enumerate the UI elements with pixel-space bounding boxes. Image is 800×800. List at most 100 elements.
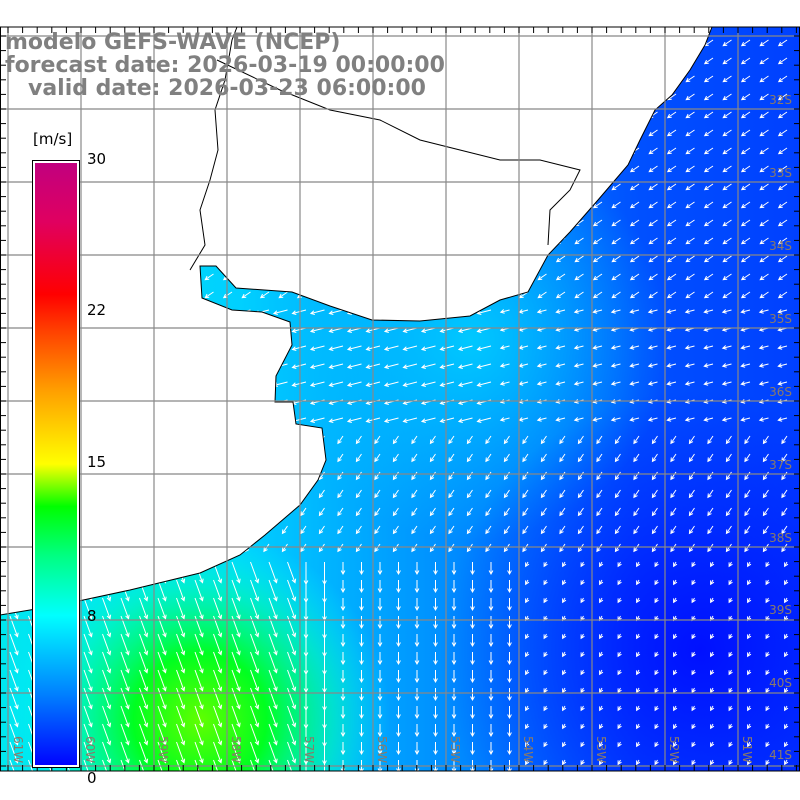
wind-arrow [525, 579, 530, 586]
wind-arrow [507, 688, 512, 702]
wind-arrow [102, 723, 112, 746]
wind-arrow [433, 724, 438, 738]
wind-arrow [499, 309, 510, 314]
wind-arrow [254, 417, 270, 423]
wind-arrow [592, 345, 603, 350]
wind-arrow [407, 165, 418, 173]
wind-arrow [157, 741, 167, 764]
wind-arrow [235, 345, 251, 351]
wind-arrow [673, 669, 678, 676]
wind-arrow [503, 525, 510, 535]
wind-arrow [536, 363, 547, 368]
wind-arrow [346, 363, 362, 369]
wind-arrow [629, 93, 640, 101]
wind-arrow [315, 255, 325, 263]
lat-label: 32S [769, 93, 792, 107]
wind-arrow [648, 39, 658, 47]
wind-arrow [133, 525, 140, 535]
wind-arrow [685, 129, 695, 137]
wind-arrow [633, 543, 640, 553]
wind-arrow [241, 273, 251, 281]
wind-arrow [610, 363, 621, 368]
wind-arrow [596, 453, 603, 463]
wind-arrow [599, 759, 604, 766]
wind-arrow [250, 687, 260, 710]
wind-arrow [263, 489, 270, 499]
wind-arrow [389, 147, 399, 155]
wind-arrow [433, 616, 438, 630]
wind-arrow [784, 705, 789, 712]
wind-arrow [481, 165, 492, 173]
wind-arrow [176, 723, 186, 746]
wind-arrow [96, 471, 103, 481]
wind-arrow [333, 165, 344, 173]
wind-arrow [522, 507, 529, 517]
wind-arrow [725, 453, 732, 463]
wind-arrow [633, 507, 640, 517]
wind-arrow [503, 453, 510, 463]
wind-arrow [636, 597, 641, 604]
wind-arrow [559, 543, 566, 553]
wind-arrow [573, 309, 584, 314]
wind-arrow [300, 525, 307, 535]
wind-arrow [268, 633, 278, 656]
wind-arrow [19, 183, 29, 191]
wind-arrow [176, 579, 186, 602]
wind-arrow [596, 435, 603, 445]
wind-arrow [278, 129, 288, 137]
wind-arrow [611, 57, 621, 65]
wind-arrow [525, 741, 530, 748]
wind-arrow [396, 742, 401, 756]
wind-arrow [503, 543, 510, 553]
wind-arrow [318, 543, 325, 553]
wind-arrow [725, 507, 732, 517]
wind-arrow [691, 741, 696, 748]
wind-arrow [721, 417, 732, 422]
wind-arrow [222, 219, 233, 227]
wind-arrow [263, 453, 270, 463]
wind-arrow [244, 471, 251, 481]
wind-arrow [481, 129, 492, 137]
wind-arrow [268, 669, 278, 692]
wind-arrow [777, 273, 788, 281]
wind-arrow [507, 616, 512, 630]
wind-arrow [309, 417, 325, 423]
wind-arrow [433, 562, 438, 576]
lon-label: 54W [521, 736, 535, 764]
wind-arrow [580, 597, 585, 604]
wind-arrow [115, 507, 122, 517]
wind-arrow [414, 616, 420, 630]
wind-arrow [143, 417, 159, 423]
wind-arrow [747, 579, 752, 586]
wind-arrow [355, 543, 362, 553]
wind-arrow [194, 687, 204, 710]
wind-arrow [318, 453, 325, 463]
wind-arrow [684, 363, 695, 368]
wind-arrow [161, 381, 177, 387]
wind-arrow [111, 273, 122, 281]
wind-arrow [633, 489, 640, 499]
wind-arrow [722, 183, 732, 191]
wind-arrow [654, 687, 659, 694]
wind-arrow [744, 471, 751, 481]
wind-arrow [115, 525, 122, 535]
wind-arrow [340, 706, 346, 720]
lon-label: 60W [83, 736, 97, 764]
wind-arrow [722, 201, 732, 209]
wind-arrow [466, 489, 473, 499]
wind-arrow [685, 273, 695, 281]
wind-arrow [759, 237, 769, 245]
wind-arrow [157, 687, 167, 710]
wind-arrow [728, 687, 733, 694]
wind-arrow [592, 147, 603, 155]
wind-arrow [170, 489, 177, 499]
wind-arrow [96, 525, 103, 535]
wind-arrow [448, 525, 455, 535]
wind-arrow [268, 687, 278, 710]
wind-arrow [213, 597, 223, 620]
wind-arrow [703, 183, 714, 191]
wind-arrow [359, 580, 364, 594]
wind-arrow [488, 598, 494, 612]
wind-arrow [439, 381, 455, 387]
wind-arrow [500, 75, 510, 83]
